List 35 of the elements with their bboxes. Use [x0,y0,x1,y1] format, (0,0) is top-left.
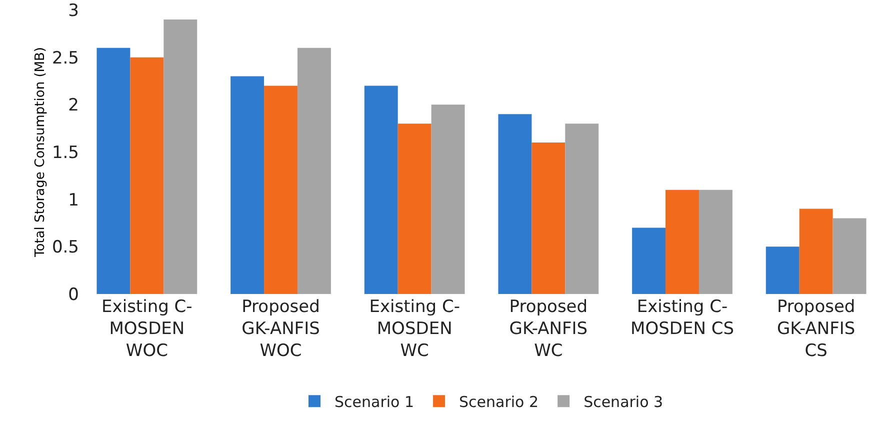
x-tick-label: Proposed GK-ANFIS CS [776,297,856,362]
bar [832,218,866,294]
bar [264,86,298,294]
legend-label: Scenario 1 [334,392,414,411]
legend-label: Scenario 3 [584,392,664,411]
x-tick-label: Existing C- MOSDEN CS [630,297,734,340]
y-tick-label: 1.5 [52,142,79,163]
bar [364,86,398,294]
bar [297,48,331,294]
bar [498,114,532,294]
bar [164,19,198,294]
y-tick-label: 0 [68,284,79,305]
bar [799,208,833,294]
y-tick-label: 3 [68,0,79,21]
x-tick-label: Proposed GK-ANFIS WC [509,297,588,362]
y-tick-label: 2 [68,96,79,116]
bar [96,48,130,294]
bar [565,124,599,294]
x-tick-label: Existing C- MOSDEN WC [369,297,460,362]
legend-label: Scenario 2 [459,392,539,411]
bar [766,246,800,294]
bar [632,228,666,294]
bar [532,142,566,294]
bar [398,124,432,294]
y-tick-label: 2.5 [52,48,79,68]
bar [431,104,465,294]
bar [130,57,164,294]
y-tick-label: 1 [68,190,79,210]
bar [666,190,699,294]
bar [230,76,264,294]
x-tick-label: Proposed GK-ANFIS WOC [242,297,320,362]
y-axis-title: Total Storage Consumption (MB) [33,47,48,258]
bar [698,190,732,294]
x-tick-label: Existing C- MOSDEN WOC [102,297,192,362]
y-tick-label: 0.5 [52,238,79,258]
